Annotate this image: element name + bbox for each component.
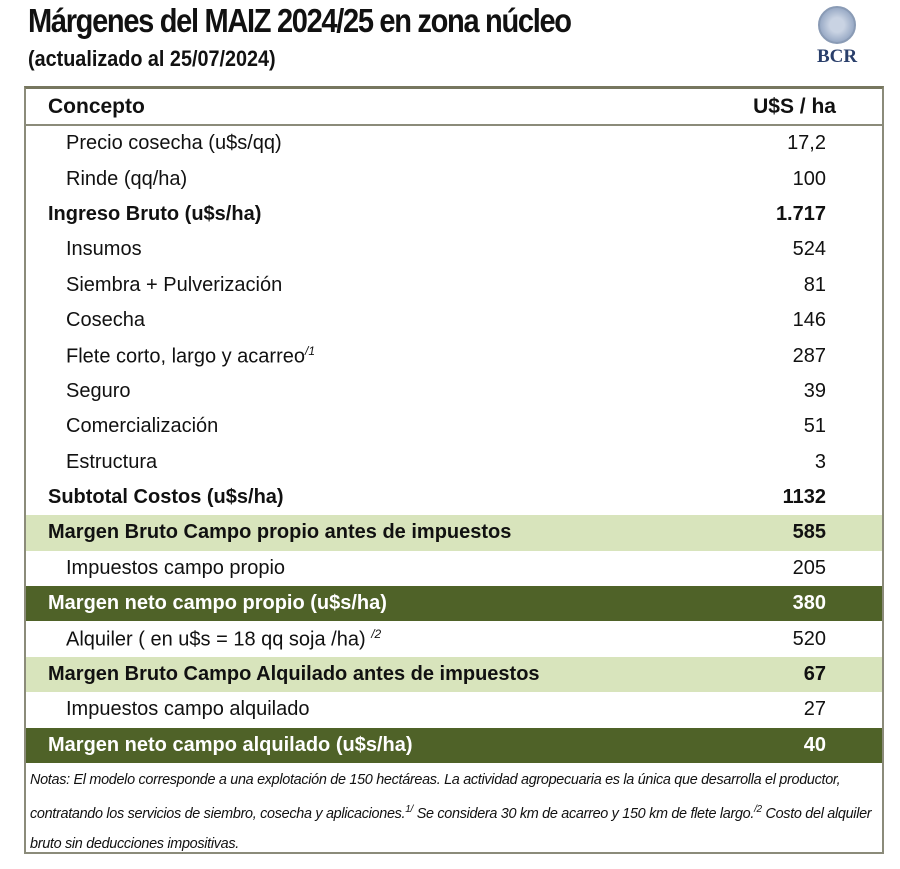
footnotes: Notas: El modelo corresponde a una explo… — [30, 772, 872, 852]
page-title: Márgenes del MAIZ 2024/25 en zona núcleo — [28, 2, 572, 39]
row-value: 67 — [803, 663, 826, 686]
table-row: Rinde (qq/ha) 100 — [26, 161, 882, 196]
row-value: 3 — [814, 450, 826, 473]
table-row: Margen neto campo propio (u$s/ha) 380 — [26, 586, 882, 622]
table-row: Alquiler ( en u$s = 18 qq soja /ha) /2 52… — [26, 621, 882, 656]
row-label: Margen Bruto Campo propio antes de impue… — [48, 521, 511, 544]
table-header: Concepto U$S / ha — [26, 89, 882, 126]
row-value: 524 — [792, 238, 826, 261]
row-label-text: Precio cosecha (u$s/qq) — [66, 132, 282, 155]
margins-table: Concepto U$S / ha Precio cosecha (u$s/qq… — [24, 86, 884, 854]
page-subtitle: (actualizado al 25/07/2024) — [28, 46, 276, 71]
row-label-text: Ingreso Bruto (u$s/ha) — [48, 202, 262, 225]
row-label: Impuestos campo alquilado — [66, 698, 309, 721]
table-row: Precio cosecha (u$s/qq) 17,2 — [26, 126, 882, 161]
table-row: Margen Bruto Campo propio antes de impue… — [26, 515, 882, 551]
table-row: Flete corto, largo y acarreo/1 287 — [26, 338, 882, 373]
row-value: 40 — [803, 733, 826, 756]
row-value: 81 — [803, 273, 826, 296]
row-label-text: Margen Bruto Campo propio antes de impue… — [48, 521, 512, 544]
row-label-text: Comercialización — [66, 415, 219, 438]
row-label-text: Margen neto campo propio (u$s/ha) — [48, 592, 387, 615]
table-row: Margen neto campo alquilado (u$s/ha) 40 — [26, 727, 882, 764]
row-label-text: Rinde (qq/ha) — [66, 167, 188, 190]
row-value: 1132 — [782, 486, 826, 509]
row-label: Margen neto campo propio (u$s/ha) — [48, 592, 387, 615]
table-row: Subtotal Costos (u$s/ha) 1132 — [26, 480, 882, 515]
row-label: Subtotal Costos (u$s/ha) — [48, 486, 284, 509]
row-label-text: Alquiler ( en u$s = 18 qq soja /ha) — [66, 628, 372, 651]
table-row: Impuestos campo propio 205 — [26, 551, 882, 586]
row-label-text: Flete corto, largo y acarreo — [66, 345, 305, 368]
logo-text: BCR — [816, 46, 858, 67]
row-value: 585 — [792, 521, 826, 544]
row-label-text: Margen neto campo alquilado (u$s/ha) — [48, 733, 413, 756]
row-label-text: Estructura — [66, 450, 158, 473]
row-value: 287 — [792, 344, 826, 367]
row-label: Alquiler ( en u$s = 18 qq soja /ha) /2 — [66, 627, 381, 652]
column-header-usd-ha: U$S / ha — [753, 94, 836, 118]
table-row: Impuestos campo alquilado 27 — [26, 692, 882, 727]
row-label-text: Impuestos campo alquilado — [66, 698, 310, 721]
footnote-ref: /1 — [305, 343, 316, 358]
footnote-ref: /2 — [371, 626, 382, 641]
column-header-concepto: Concepto — [48, 94, 145, 118]
row-value: 100 — [792, 167, 826, 190]
row-value: 39 — [803, 379, 826, 402]
row-value: 27 — [803, 698, 826, 721]
row-value: 17,2 — [787, 132, 826, 155]
row-value: 205 — [792, 556, 826, 579]
row-label: Impuestos campo propio — [66, 557, 285, 580]
table-row: Insumos 524 — [26, 232, 882, 267]
row-label: Comercialización — [66, 415, 218, 438]
row-label-text: Impuestos campo propio — [66, 556, 286, 579]
row-label: Margen neto campo alquilado (u$s/ha) — [48, 734, 413, 757]
row-value: 146 — [792, 309, 826, 332]
row-label: Rinde (qq/ha) — [66, 168, 187, 191]
bcr-logo: BCR — [812, 6, 862, 68]
table-row: Estructura 3 — [26, 445, 882, 480]
row-label: Insumos — [66, 238, 142, 261]
row-label: Estructura — [66, 451, 157, 474]
row-label-text: Seguro — [66, 379, 131, 402]
row-label: Cosecha — [66, 309, 145, 332]
row-label-text: Insumos — [66, 238, 142, 261]
row-label-text: Siembra + Pulverización — [66, 273, 283, 296]
row-label-text: Margen Bruto Campo Alquilado antes de im… — [48, 663, 540, 686]
row-value: 51 — [803, 415, 826, 438]
table-row: Cosecha 146 — [26, 303, 882, 338]
table-row: Margen Bruto Campo Alquilado antes de im… — [26, 656, 882, 693]
row-label: Flete corto, largo y acarreo/1 — [66, 344, 315, 369]
row-label: Precio cosecha (u$s/qq) — [66, 132, 282, 155]
row-label: Seguro — [66, 380, 131, 403]
row-label-text: Cosecha — [66, 309, 145, 332]
row-value: 380 — [792, 592, 826, 615]
table-row: Seguro 39 — [26, 374, 882, 409]
seal-icon — [818, 6, 856, 44]
row-value: 520 — [792, 627, 826, 650]
table-row: Comercialización 51 — [26, 409, 882, 444]
table-row: Ingreso Bruto (u$s/ha) 1.717 — [26, 197, 882, 232]
row-label-text: Subtotal Costos (u$s/ha) — [48, 486, 284, 509]
table-row: Siembra + Pulverización 81 — [26, 268, 882, 303]
row-label: Ingreso Bruto (u$s/ha) — [48, 203, 261, 226]
row-label: Margen Bruto Campo Alquilado antes de im… — [48, 663, 540, 686]
row-label: Siembra + Pulverización — [66, 274, 282, 297]
row-value: 1.717 — [775, 202, 826, 225]
